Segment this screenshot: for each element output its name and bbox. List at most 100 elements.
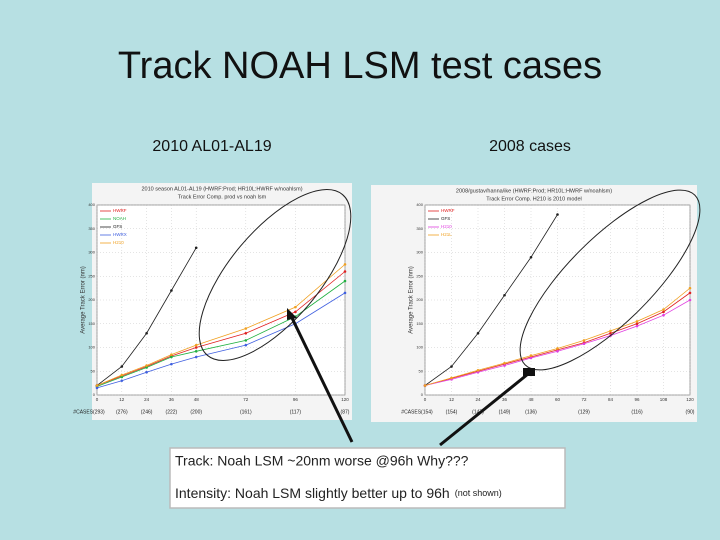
data-point — [120, 379, 124, 383]
y-tick-label: 0 — [93, 392, 96, 397]
right-caption: 2008 cases — [489, 138, 571, 155]
data-point — [343, 270, 347, 273]
y-axis-label: Average Track Error (nm) — [81, 266, 87, 334]
data-point — [194, 350, 198, 353]
data-point — [244, 343, 248, 347]
data-point — [476, 369, 480, 372]
series-line — [96, 280, 346, 387]
data-point — [343, 291, 347, 295]
y-tick-label: 200 — [88, 297, 95, 302]
legend-label: H21L — [441, 232, 452, 237]
data-point — [476, 331, 480, 335]
data-point — [529, 354, 533, 357]
x-tick-label: 0 — [424, 397, 427, 402]
data-point — [529, 255, 533, 259]
legend-label: HWRX — [113, 232, 127, 237]
data-point — [294, 305, 297, 309]
data-point — [688, 286, 692, 290]
data-point — [194, 355, 198, 359]
data-point — [529, 356, 533, 360]
data-point — [609, 331, 612, 335]
data-point — [450, 376, 453, 380]
x-tick-label: 72 — [243, 397, 249, 402]
data-point — [688, 291, 692, 295]
data-point — [503, 361, 506, 365]
data-point — [145, 366, 148, 369]
case-label: (200) — [190, 409, 202, 415]
x-tick-label: 120 — [686, 397, 694, 402]
data-point — [476, 370, 480, 374]
data-point — [95, 384, 99, 387]
x-tick-label: 84 — [608, 397, 614, 402]
y-tick-label: 300 — [88, 250, 95, 255]
data-point — [503, 364, 506, 367]
case-label: (90) — [686, 409, 695, 415]
y-tick-label: 250 — [416, 273, 423, 278]
data-point — [635, 324, 639, 328]
case-label: (154) — [446, 409, 458, 415]
x-tick-label: 24 — [475, 397, 481, 402]
data-point — [120, 375, 124, 379]
case-label: (246) — [141, 409, 153, 415]
x-tick-label: 48 — [194, 397, 200, 402]
x-tick-label: 24 — [144, 397, 150, 402]
y-tick-label: 350 — [416, 226, 423, 231]
data-point — [120, 373, 124, 377]
case-label: (161) — [240, 409, 252, 415]
data-point — [244, 339, 248, 342]
x-tick-label: 0 — [96, 397, 99, 402]
data-point — [194, 346, 198, 349]
x-tick-label: 36 — [169, 397, 175, 402]
x-tick-label: 48 — [528, 397, 534, 402]
data-point — [503, 293, 506, 297]
y-tick-label: 250 — [88, 273, 95, 278]
x-tick-label: 96 — [293, 397, 299, 402]
y-tick-label: 100 — [88, 345, 95, 350]
x-tick-label: 60 — [555, 397, 561, 402]
data-point — [145, 331, 148, 335]
case-label: (136) — [525, 409, 537, 415]
highlight-oval — [198, 189, 352, 361]
x-tick-label: 12 — [449, 397, 455, 402]
case-label: (276) — [116, 409, 128, 415]
data-point — [582, 342, 586, 346]
data-point — [688, 298, 692, 302]
note-box — [169, 447, 566, 509]
x-tick-label: 72 — [581, 397, 587, 402]
data-point — [609, 329, 612, 333]
x-tick-label: 12 — [119, 397, 125, 402]
data-point — [95, 386, 99, 390]
x-tick-label: 36 — [502, 397, 508, 402]
series-line — [424, 214, 558, 386]
data-point — [450, 365, 453, 368]
x-tick-label: 120 — [341, 397, 349, 402]
data-point — [662, 308, 665, 311]
data-point — [145, 364, 148, 367]
arrow-head — [287, 308, 297, 320]
case-label: (129) — [578, 409, 590, 415]
case-label: (222) — [166, 409, 178, 415]
data-point — [423, 384, 427, 387]
arrow — [439, 372, 529, 447]
left-caption: 2010 AL01-AL19 — [152, 138, 271, 155]
x-tick-label: 108 — [660, 397, 668, 402]
data-point — [635, 322, 639, 326]
arrow — [290, 317, 354, 443]
legend-label: GFS — [113, 224, 122, 229]
case-label: (117) — [290, 409, 302, 415]
data-point — [556, 213, 559, 216]
data-point — [343, 279, 347, 283]
y-tick-label: 200 — [416, 297, 423, 302]
data-point — [244, 331, 248, 335]
data-point — [170, 289, 173, 292]
y-tick-label: 400 — [88, 202, 95, 207]
charts: 2010 season AL01-AL19 (HWRF:Prod; HR10L:… — [73, 186, 694, 415]
data-point — [194, 343, 198, 347]
y-tick-label: 50 — [91, 368, 96, 373]
data-point — [145, 370, 148, 374]
chart-title: 2010 season AL01-AL19 (HWRF:Prod; HR10L:… — [141, 186, 302, 192]
note-text: Intensity: Noah LSM slightly better up t… — [175, 485, 450, 501]
data-point — [170, 355, 173, 359]
y-tick-label: 100 — [416, 345, 423, 350]
